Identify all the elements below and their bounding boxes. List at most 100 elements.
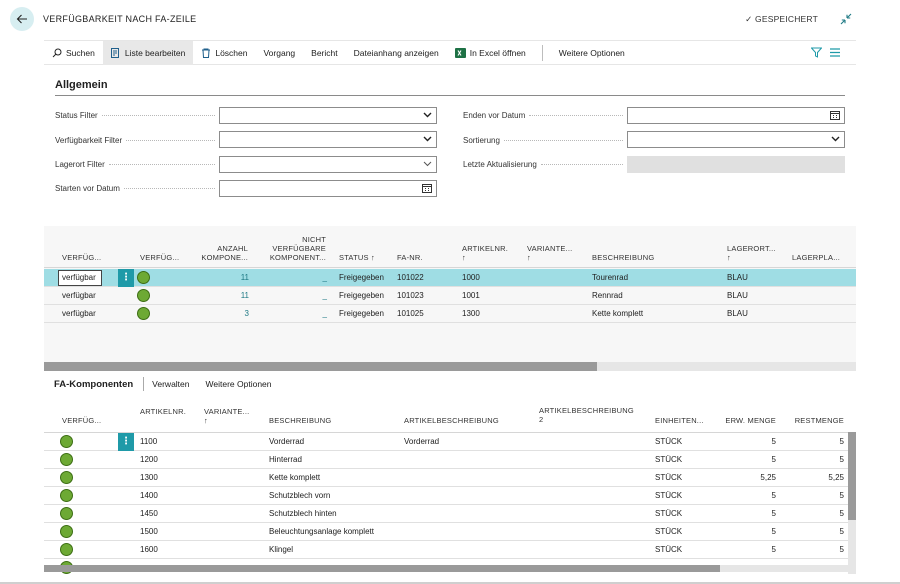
col-item-no[interactable]: ARTIKELNR. ↑ (462, 244, 508, 262)
delete-button[interactable]: Löschen (193, 41, 255, 65)
description-value: Kette komplett (592, 309, 644, 318)
search-icon (52, 48, 62, 57)
open-in-excel-button[interactable]: In Excel öffnen (447, 41, 534, 65)
manage-button[interactable]: Verwalten (152, 379, 190, 389)
end-before-date-label: Enden vor Datum (463, 111, 623, 120)
item-no-value: 1001 (462, 291, 480, 300)
table-row[interactable]: 1400 Schutzblech vorn STÜCK 5 5 (44, 487, 856, 505)
col-comp-remaining-qty[interactable]: RESTMENGE (794, 416, 844, 425)
col-availability-icon[interactable]: VERFÜG... (140, 253, 180, 262)
part-separator (143, 377, 145, 391)
col-item-no-line1: ARTIKELNR. (462, 244, 509, 253)
col-comp-item-no[interactable]: ARTIKELNR. (140, 407, 187, 416)
attachments-label: Dateianhang anzeigen (353, 47, 439, 58)
start-before-date-input[interactable] (219, 180, 437, 197)
scrollbar-thumb[interactable] (44, 565, 720, 572)
excel-icon (454, 47, 466, 58)
unavailable-count-link[interactable]: _ (322, 309, 327, 318)
location-value: BLAU (727, 309, 748, 318)
sorting-select[interactable] (627, 131, 845, 148)
col-comp-expected-qty[interactable]: ERW. MENGE (725, 416, 776, 425)
col-component-count-line2: KOMPONE... (201, 253, 248, 262)
col-availability[interactable]: VERFÜG... (62, 253, 102, 262)
filter-icon[interactable] (811, 47, 822, 58)
col-description[interactable]: BESCHREIBUNG (592, 253, 655, 262)
attachments-button[interactable]: Dateianhang anzeigen (346, 41, 447, 65)
col-status[interactable]: STATUS ↑ (339, 253, 375, 262)
description-value: Klingel (269, 545, 294, 554)
more-options-label: Weitere Optionen (558, 47, 625, 58)
col-bin[interactable]: LAGERPLA... (792, 253, 841, 262)
unavailable-count-link[interactable]: _ (322, 273, 327, 282)
row-menu-button[interactable]: ⋮ (118, 269, 134, 287)
end-before-date-input[interactable] (627, 107, 845, 124)
components-title[interactable]: FA-Komponenten (54, 378, 134, 390)
table-row[interactable]: 1300 Kette komplett STÜCK 5,25 5,25 (44, 469, 856, 487)
table-row[interactable]: 1500 Beleuchtungsanlage komplett STÜCK 5… (44, 523, 856, 541)
last-update-value (627, 156, 845, 173)
components-vertical-scrollbar[interactable] (848, 432, 856, 574)
col-comp-item-description[interactable]: ARTIKELBESCHREIBUNG (404, 416, 499, 425)
item-no-value: 1500 (140, 527, 158, 536)
back-button[interactable] (10, 7, 34, 31)
col-location[interactable]: LAGERORT... ↑ (727, 244, 776, 262)
lines-horizontal-scrollbar[interactable] (44, 362, 856, 371)
col-comp-unit[interactable]: EINHEITEN... (655, 416, 704, 425)
scrollbar-thumb[interactable] (848, 432, 856, 520)
component-count-link[interactable]: 11 (240, 291, 249, 300)
table-row[interactable]: 1200 Hinterrad STÜCK 5 5 (44, 451, 856, 469)
start-before-date-label: Starten vor Datum (55, 184, 215, 193)
status-filter-select[interactable] (219, 107, 437, 124)
report-menu[interactable]: Bericht (303, 41, 345, 65)
scrollbar-thumb[interactable] (44, 362, 597, 371)
table-row[interactable]: ⋮ 1100 Vorderrad Vorderrad STÜCK 5 5 (44, 433, 856, 451)
components-horizontal-scrollbar[interactable] (44, 565, 848, 572)
col-comp-availability[interactable]: VERFÜG... (62, 416, 102, 425)
col-fa-no[interactable]: FA-NR. (397, 253, 423, 262)
status-value: Freigegeben (339, 273, 384, 282)
col-comp-item-desc2-line2: 2 (539, 415, 544, 424)
item-description-value: Vorderrad (404, 437, 440, 446)
component-count-link[interactable]: 3 (244, 309, 249, 318)
unavailable-count-link[interactable]: _ (322, 291, 327, 300)
calendar-icon[interactable] (422, 184, 432, 193)
col-unavailable-components[interactable]: NICHT VERFÜGBARE KOMPONENT... (260, 235, 326, 262)
col-comp-item-description-2[interactable]: ARTIKELBESCHREIBUNG 2 (539, 406, 634, 424)
status-green-icon (60, 507, 73, 520)
list-view-icon[interactable] (830, 48, 840, 57)
availability-value: verfügbar (62, 309, 96, 318)
location-filter-input[interactable] (219, 156, 437, 173)
col-variant[interactable]: VARIANTE... ↑ (527, 244, 572, 262)
components-more-options-button[interactable]: Weitere Optionen (205, 379, 272, 389)
expected-qty-value: 5 (771, 545, 776, 554)
availability-filter-select[interactable] (219, 131, 437, 148)
expected-qty-value: 5 (771, 455, 776, 464)
edit-list-button[interactable]: Liste bearbeiten (102, 40, 194, 65)
general-section-title: Allgemein (55, 79, 108, 91)
table-row[interactable]: 1450 Schutzblech hinten STÜCK 5 5 (44, 505, 856, 523)
saved-status: ✓ GESPEICHERT (745, 14, 818, 25)
unit-value: STÜCK (655, 437, 683, 446)
search-button[interactable]: Suchen (44, 41, 103, 65)
availability-edit-field[interactable]: verfügbar (58, 270, 102, 286)
unit-value: STÜCK (655, 455, 683, 464)
report-label: Bericht (311, 47, 338, 58)
col-comp-description[interactable]: BESCHREIBUNG (269, 416, 332, 425)
table-row[interactable]: verfügbar 3 _ Freigegeben 101025 1300 Ke… (44, 305, 856, 323)
process-menu[interactable]: Vorgang (255, 41, 303, 65)
description-value: Rennrad (592, 291, 623, 300)
col-component-count[interactable]: ANZAHL KOMPONE... (196, 244, 248, 262)
status-green-icon (60, 435, 73, 448)
row-menu-button[interactable]: ⋮ (118, 433, 134, 451)
collapse-icon[interactable] (839, 12, 853, 26)
table-row[interactable]: verfügbar ⋮ 11 _ Freigegeben 101022 1000… (44, 269, 856, 287)
excel-label: In Excel öffnen (469, 47, 526, 58)
component-count-link[interactable]: 11 (240, 273, 249, 282)
table-row[interactable]: verfügbar 11 _ Freigegeben 101023 1001 R… (44, 287, 856, 305)
col-location-line1: LAGERORT... (727, 244, 776, 253)
expected-qty-value: 5,25 (760, 473, 776, 482)
more-options-button[interactable]: Weitere Optionen (551, 41, 633, 65)
calendar-icon[interactable] (830, 111, 840, 120)
col-comp-variant[interactable]: VARIANTE... ↑ (204, 407, 249, 425)
table-row[interactable]: 1600 Klingel STÜCK 5 5 (44, 541, 856, 559)
